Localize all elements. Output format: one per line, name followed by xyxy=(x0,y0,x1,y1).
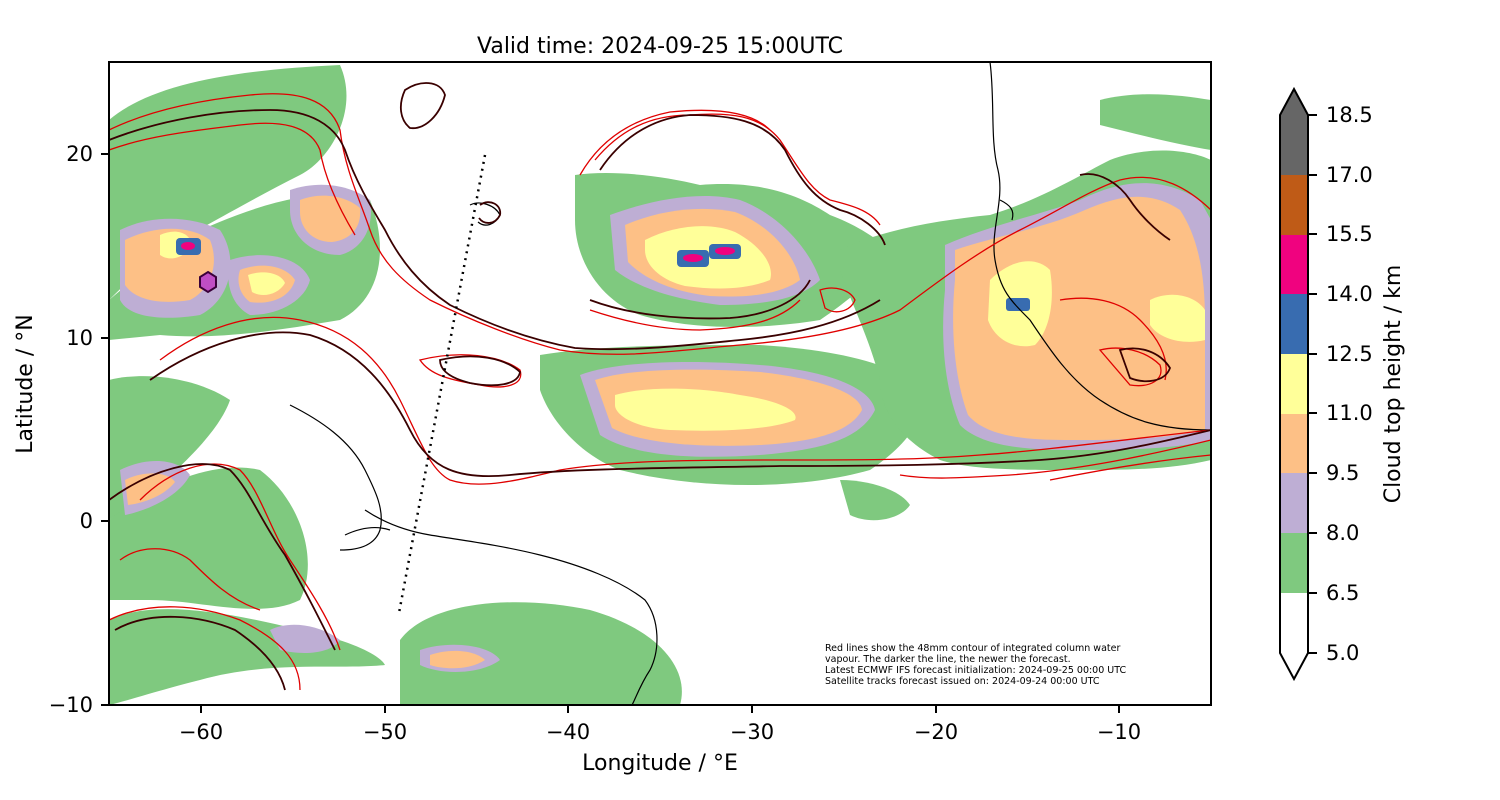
y-tick-label: 20 xyxy=(66,142,93,166)
colorbar-extend-min xyxy=(1280,653,1308,679)
colorbar-tick-label: 11.0 xyxy=(1326,401,1373,425)
coastlines xyxy=(289,62,1211,705)
colorbar-segment xyxy=(1280,354,1308,414)
colorbar-segment xyxy=(1280,413,1308,473)
satellite-track xyxy=(397,154,487,614)
colorbar-tick-label: 5.0 xyxy=(1326,641,1359,665)
colorbar-tick-label: 14.0 xyxy=(1326,282,1373,306)
y-tick-label: 10 xyxy=(66,326,93,350)
annotation-line-4: Satellite tracks forecast issued on: 202… xyxy=(825,676,1100,687)
colorbar-tick-label: 18.5 xyxy=(1326,103,1373,127)
annotation-line-1: Red lines show the 48mm contour of integ… xyxy=(825,643,1120,654)
y-tick-label: −10 xyxy=(49,693,93,717)
water-vapour-contours-dark xyxy=(109,82,1211,691)
plot-title: Valid time: 2024-09-25 15:00UTC xyxy=(477,34,843,59)
colorbar-extend-max xyxy=(1280,89,1308,115)
x-tick-label: −20 xyxy=(914,720,958,744)
annotation-line-2: vapour. The darker the line, the newer t… xyxy=(825,654,1071,665)
colorbar-tick-label: 12.5 xyxy=(1326,342,1373,366)
colorbar: 18.5 17.0 15.5 14.0 12.5 11.0 9.5 8.0 6.… xyxy=(1279,86,1406,682)
colorbar-segment xyxy=(1280,115,1308,175)
cloud-field-15p5 xyxy=(181,242,735,262)
y-axis-label: Latitude / °N xyxy=(13,314,38,453)
colorbar-segment xyxy=(1280,473,1308,533)
colorbar-segment xyxy=(1280,175,1308,235)
colorbar-segment xyxy=(1280,593,1308,653)
colorbar-segment xyxy=(1280,533,1308,593)
x-tick-label: −10 xyxy=(1097,720,1141,744)
map-frame xyxy=(108,61,1212,706)
x-axis: −60 −50 −40 −30 −20 −10 Longitude / °E xyxy=(179,705,1141,776)
colorbar-segment xyxy=(1280,234,1308,294)
x-tick-label: −50 xyxy=(363,720,407,744)
colorbar-tick-label: 6.5 xyxy=(1326,581,1359,605)
x-tick-label: −40 xyxy=(546,720,590,744)
annotation-note: Red lines show the 48mm contour of integ… xyxy=(825,643,1126,687)
colorbar-label: Cloud top height / km xyxy=(1381,265,1406,504)
x-tick-label: −60 xyxy=(179,720,223,744)
x-axis-label: Longitude / °E xyxy=(582,751,738,776)
x-tick-label: −30 xyxy=(730,720,774,744)
colorbar-tick-label: 15.5 xyxy=(1326,222,1373,246)
colorbar-tick-label: 8.0 xyxy=(1326,521,1359,545)
annotation-line-3: Latest ECMWF IFS forecast initialization… xyxy=(825,665,1126,676)
y-axis: 20 10 0 −10 Latitude / °N xyxy=(13,142,109,717)
colorbar-segment xyxy=(1280,294,1308,354)
map-area: Red lines show the 48mm contour of integ… xyxy=(109,62,1211,705)
cloud-cell-marker xyxy=(199,270,217,294)
colorbar-tick-label: 17.0 xyxy=(1326,163,1373,187)
y-tick-label: 0 xyxy=(80,509,93,533)
colorbar-tick-label: 9.5 xyxy=(1326,461,1359,485)
